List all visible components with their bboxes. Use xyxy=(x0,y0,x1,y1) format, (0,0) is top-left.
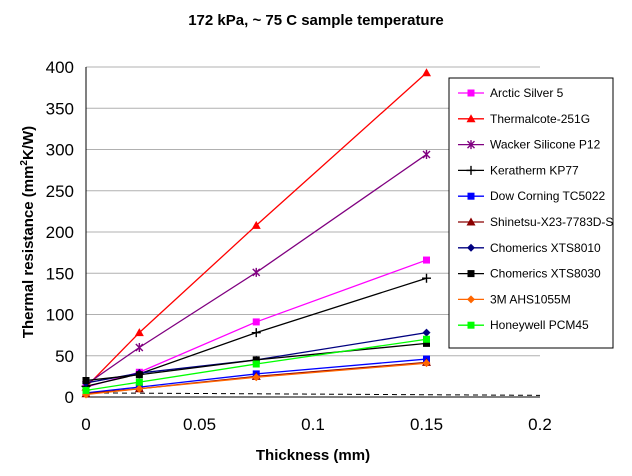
y-tick-label-0: 0 xyxy=(65,388,74,407)
legend-marker-wacker-silicone-p12 xyxy=(467,140,475,150)
data-point-honeywell-pcm45-1 xyxy=(135,378,143,386)
x-tick-label-0.05: 0.05 xyxy=(183,415,216,434)
legend-item-dow-corning-tc5022: Dow Corning TC5022 xyxy=(458,189,605,203)
series-line-keratherm-kp77 xyxy=(85,277,427,387)
legend-marker-honeywell-pcm45 xyxy=(467,321,475,329)
legend-marker-chomerics-xts8030 xyxy=(467,270,475,278)
data-point-thermalcote-251g-3 xyxy=(422,68,431,77)
legend-marker-shinetsu-x23-7783d-s xyxy=(466,217,476,226)
chart-title: 172 kPa, ~ 75 C sample temperature xyxy=(188,12,444,29)
series-line-honeywell-pcm45 xyxy=(85,338,427,392)
legend-item-wacker-silicone-p12: Wacker Silicone P12 xyxy=(458,138,601,152)
legend-item-3m-ahs1055m: 3M AHS1055M xyxy=(458,292,571,306)
legend-label-dow-corning-tc5022: Dow Corning TC5022 xyxy=(490,189,605,203)
y-axis-label-main: Thermal resistance (mm xyxy=(20,166,37,339)
data-point-honeywell-pcm45-0 xyxy=(82,386,90,394)
data-point-chomerics-xts8030-3 xyxy=(423,339,430,347)
data-point-chomerics-xts8010-3 xyxy=(422,328,431,337)
legend-box xyxy=(448,77,614,349)
data-point-arctic-silver-5-2 xyxy=(252,318,260,326)
y-axis-label: Thermal resistance (mm2K/W) xyxy=(19,126,37,338)
legend: Arctic Silver 5 Thermalcote-251G Wacker Si… xyxy=(448,77,614,349)
legend-marker-keratherm-kp77 xyxy=(466,165,476,175)
x-tick-label-0.2: 0.2 xyxy=(528,415,552,434)
legend-label-thermalcote-251g: Thermalcote-251G xyxy=(490,112,590,126)
data-point-chomerics-xts8030-0 xyxy=(82,377,90,384)
y-tick-label-300: 300 xyxy=(46,141,74,160)
y-axis-label-superscript: 2 xyxy=(19,160,30,166)
legend-label-keratherm-kp77: Keratherm KP77 xyxy=(490,163,579,177)
legend-label-shinetsu-x23-7783d-s: Shinetsu-X23-7783D-S xyxy=(490,215,613,229)
y-tick-label-350: 350 xyxy=(46,99,74,118)
legend-label-chomerics-xts8030: Chomerics XTS8030 xyxy=(490,267,601,281)
data-point-chomerics-xts8030-1 xyxy=(135,371,143,379)
legend-item-arctic-silver-5: Arctic Silver 5 xyxy=(458,86,564,100)
data-point-thermalcote-251g-1 xyxy=(134,328,144,337)
data-point-arctic-silver-5-3 xyxy=(423,256,430,264)
legend-item-shinetsu-x23-7783d-s: Shinetsu-X23-7783D-S xyxy=(458,215,613,229)
reference-dashed-line xyxy=(85,392,541,396)
legend-item-chomerics-xts8010: Chomerics XTS8010 xyxy=(458,241,601,255)
reference-line-group xyxy=(85,392,541,396)
y-tick-label-250: 250 xyxy=(46,182,74,201)
legend-label-arctic-silver-5: Arctic Silver 5 xyxy=(490,86,564,100)
y-tick-label-150: 150 xyxy=(46,264,74,283)
series-line-dow-corning-tc5022 xyxy=(85,358,427,394)
y-tick-label-50: 50 xyxy=(55,347,74,366)
data-point-3m-ahs1055m-2 xyxy=(252,373,261,382)
y-tick-label-200: 200 xyxy=(46,223,74,242)
y-axis-label-tail: K/W) xyxy=(20,126,37,160)
legend-item-keratherm-kp77: Keratherm KP77 xyxy=(458,163,579,177)
data-point-honeywell-pcm45-3 xyxy=(423,335,430,343)
data-point-thermalcote-251g-2 xyxy=(251,220,261,229)
legend-label-honeywell-pcm45: Honeywell PCM45 xyxy=(490,318,589,332)
x-tick-label-0.15: 0.15 xyxy=(410,415,443,434)
data-point-3m-ahs1055m-3 xyxy=(422,359,431,368)
y-tick-labels: 0 50 100 150 200 250 300 350 400 xyxy=(46,58,74,407)
legend-marker-3m-ahs1055m xyxy=(467,295,475,304)
data-point-wacker-silicone-p12-3 xyxy=(422,149,431,159)
x-tick-label-0.1: 0.1 xyxy=(301,415,325,434)
series-line-3m-ahs1055m xyxy=(85,362,427,396)
data-point-keratherm-kp77-3 xyxy=(422,273,431,283)
legend-label-chomerics-xts8010: Chomerics XTS8010 xyxy=(490,241,601,255)
legend-label-wacker-silicone-p12: Wacker Silicone P12 xyxy=(490,138,601,152)
legend-item-honeywell-pcm45: Honeywell PCM45 xyxy=(458,318,589,332)
legend-marker-thermalcote-251g xyxy=(466,114,476,123)
x-tick-label-0: 0 xyxy=(81,415,90,434)
data-point-honeywell-pcm45-2 xyxy=(252,360,260,368)
data-point-chomerics-xts8030-2 xyxy=(252,356,260,364)
legend-label-3m-ahs1055m: 3M AHS1055M xyxy=(490,292,571,306)
legend-marker-dow-corning-tc5022 xyxy=(467,192,475,200)
legend-marker-arctic-silver-5 xyxy=(467,89,475,97)
x-axis-label: Thickness (mm) xyxy=(256,447,370,464)
series-line-thermalcote-251g xyxy=(85,72,427,388)
series-3m-ahs1055m xyxy=(82,359,431,399)
data-point-3m-ahs1055m-1 xyxy=(135,384,144,393)
y-tick-label-100: 100 xyxy=(46,306,74,325)
series-group xyxy=(81,68,431,399)
data-point-wacker-silicone-p12-2 xyxy=(252,267,261,277)
x-tick-labels: 0 0.05 0.1 0.15 0.2 xyxy=(81,415,552,434)
series-line-wacker-silicone-p12 xyxy=(85,153,427,386)
data-point-keratherm-kp77-2 xyxy=(251,328,261,338)
y-tick-label-400: 400 xyxy=(46,58,74,77)
data-point-wacker-silicone-p12-1 xyxy=(135,343,144,352)
series-honeywell-pcm45 xyxy=(82,335,430,394)
legend-marker-chomerics-xts8010 xyxy=(467,243,475,252)
legend-item-chomerics-xts8030: Chomerics XTS8030 xyxy=(458,267,601,281)
legend-item-thermalcote-251g: Thermalcote-251G xyxy=(458,112,590,126)
